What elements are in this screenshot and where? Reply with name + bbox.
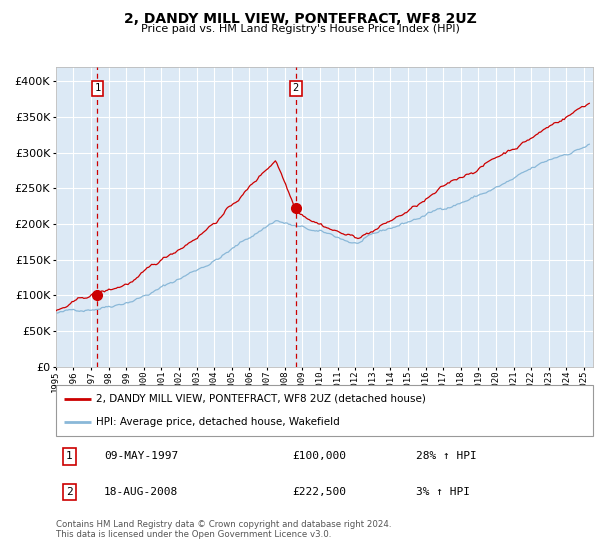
Text: Contains HM Land Registry data © Crown copyright and database right 2024.
This d: Contains HM Land Registry data © Crown c…	[56, 520, 391, 539]
Text: HPI: Average price, detached house, Wakefield: HPI: Average price, detached house, Wake…	[96, 417, 340, 427]
Text: 1: 1	[66, 451, 73, 461]
Text: 2, DANDY MILL VIEW, PONTEFRACT, WF8 2UZ (detached house): 2, DANDY MILL VIEW, PONTEFRACT, WF8 2UZ …	[96, 394, 426, 404]
Text: 1: 1	[94, 83, 100, 93]
Text: 28% ↑ HPI: 28% ↑ HPI	[416, 451, 476, 461]
Text: 2: 2	[66, 487, 73, 497]
Text: 18-AUG-2008: 18-AUG-2008	[104, 487, 178, 497]
Text: 3% ↑ HPI: 3% ↑ HPI	[416, 487, 470, 497]
Text: 2, DANDY MILL VIEW, PONTEFRACT, WF8 2UZ: 2, DANDY MILL VIEW, PONTEFRACT, WF8 2UZ	[124, 12, 476, 26]
Text: 09-MAY-1997: 09-MAY-1997	[104, 451, 178, 461]
Text: £100,000: £100,000	[292, 451, 346, 461]
Text: £222,500: £222,500	[292, 487, 346, 497]
Text: Price paid vs. HM Land Registry's House Price Index (HPI): Price paid vs. HM Land Registry's House …	[140, 24, 460, 34]
Text: 2: 2	[293, 83, 299, 93]
FancyBboxPatch shape	[56, 385, 593, 436]
